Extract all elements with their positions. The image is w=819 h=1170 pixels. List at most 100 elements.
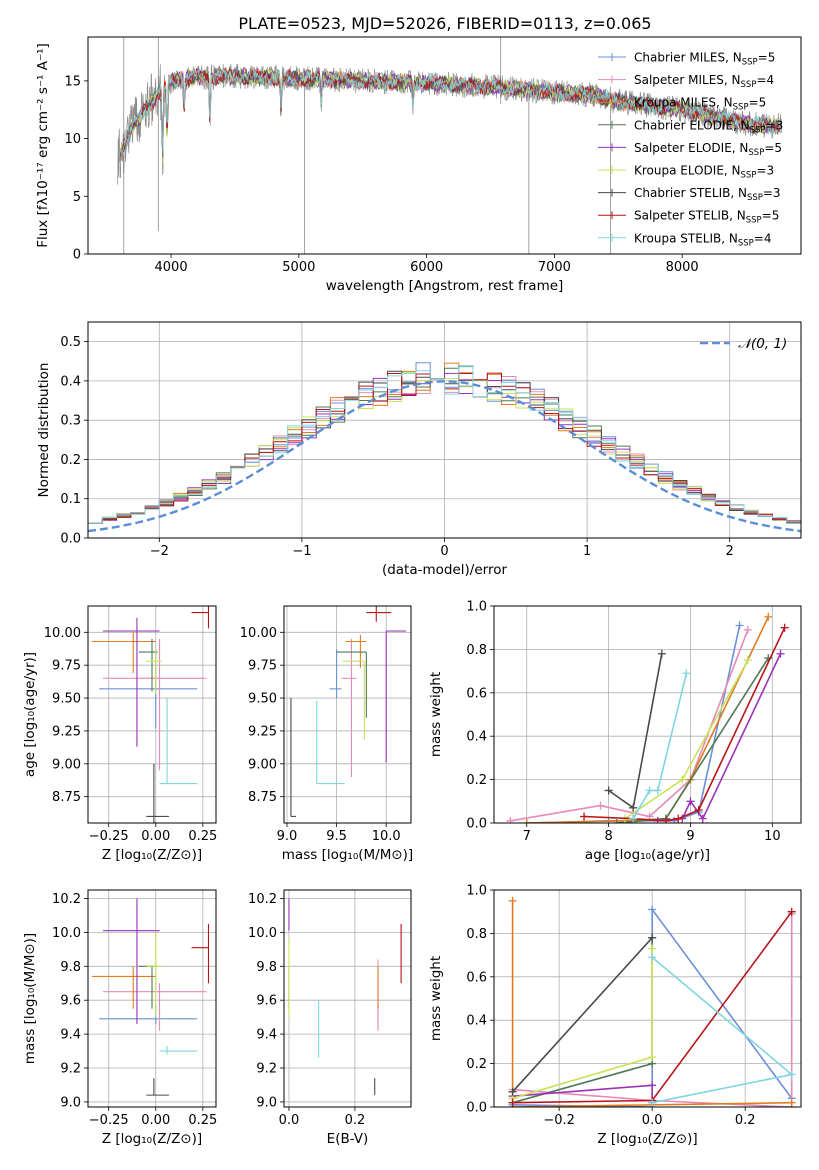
legend-label: Chabrier MILES, N (634, 51, 742, 65)
x-tick-label: 0.2 (345, 1113, 366, 1128)
legend-subscript: SSP (733, 103, 749, 113)
y-tick-label: 0.0 (60, 532, 81, 547)
series-point-kroupa_elodie (678, 775, 687, 784)
y-tick-label: 9.6 (60, 994, 81, 1009)
series-point-chabrier_stelib (629, 803, 638, 812)
legend-subscript: SSP (748, 148, 764, 158)
axes-frame (283, 889, 412, 1108)
legend-label: Salpeter MILES, N (634, 73, 741, 87)
legend-label: Kroupa MILES, N (634, 96, 733, 110)
panel-age_vs_Z: −0.25 0.00 0.25 8.75 9.00 9.25 9.50 9.75 10.00 Z … (22, 605, 217, 863)
series-point-chabrier_miles (670, 816, 679, 823)
series-point-salpeter_elodie (686, 797, 695, 806)
legend-value: =3 (756, 164, 774, 178)
y-axis-label: mass [log₁₀(M/M⊙)] (22, 933, 38, 1064)
y-tick-label: 9.50 (248, 692, 277, 707)
series-point-chabrier_elodie (612, 819, 621, 823)
y-tick-label: 9.75 (52, 659, 81, 674)
series-point-kroupa_stelib (629, 814, 638, 823)
x-tick-label: 0.00 (141, 829, 170, 844)
axes-frame (87, 36, 802, 255)
y-tick-label: 9.8 (60, 960, 81, 975)
series-point-chabrier_stelib (648, 933, 657, 942)
series-point-salpeter_stelib (508, 1098, 517, 1107)
plot-area (88, 362, 801, 533)
legend-subscript: SSP (750, 125, 766, 135)
x-tick-label: 8 (604, 829, 612, 844)
series-point-salpeter_miles (506, 816, 515, 823)
legend-subscript: SSP (741, 171, 757, 181)
legend-entry: Kroupa STELIB, NSSP=4 (634, 231, 772, 248)
y-tick-label: 10.00 (44, 626, 81, 641)
panel-mass_vs_ebv: 0.0 0.2 9.0 9.2 9.4 9.6 9.8 10.0 10.2 E(B-V) (248, 889, 412, 1147)
legend-value: =4 (754, 231, 772, 245)
x-axis-label: age [log₁₀(age/yr)] (585, 847, 710, 863)
y-axis-label: mass weight (428, 956, 444, 1041)
series-point-salpeter_stelib (661, 816, 670, 823)
y-tick-label: 0.6 (466, 686, 487, 701)
axes-frame (283, 605, 412, 824)
panel-residuals: −2 −1 0 1 2 0.0 0.1 0.2 0.3 0.4 0.5 (data-model)/er… (36, 321, 802, 578)
figure-title: PLATE=0523, MJD=52026, FIBERID=0113, z=0… (238, 14, 651, 33)
series-point-salpeter_miles (596, 801, 605, 810)
x-tick-label: −0.25 (89, 1113, 129, 1128)
x-tick-label: 2 (726, 544, 734, 559)
y-tick-label: 9.75 (248, 659, 277, 674)
legend-label: Salpeter STELIB, N (634, 209, 746, 223)
series-point-kroupa_elodie (648, 944, 657, 953)
series-point-kroupa_stelib (645, 786, 654, 795)
y-tick-label: 10.2 (248, 892, 277, 907)
histogram-salpeter_elodie (88, 372, 801, 524)
y-tick-label: 15 (64, 74, 81, 89)
x-tick-label: 7000 (538, 260, 571, 275)
y-tick-label: 9.0 (60, 1095, 81, 1110)
y-tick-label: 10.0 (52, 926, 81, 941)
y-tick-label: 0.2 (466, 1057, 487, 1072)
y-tick-label: 1.0 (466, 884, 487, 899)
y-tick-label: 0.4 (466, 1014, 487, 1029)
series-point-kroupa_stelib (682, 669, 691, 678)
plot-area (506, 612, 789, 823)
series-point-chabrier_stelib (604, 786, 613, 795)
series-point-kroupa_miles (522, 819, 531, 823)
y-tick-label: 5 (73, 190, 81, 205)
legend-entry: Salpeter ELODIE, NSSP=5 (634, 141, 782, 158)
x-tick-label: 5000 (282, 260, 315, 275)
legend-label: Kroupa STELIB, N (634, 231, 738, 245)
legend-value: =3 (763, 186, 781, 200)
y-tick-label: 8.75 (52, 790, 81, 805)
y-tick-label: 9.2 (256, 1062, 277, 1077)
y-tick-label: 0.8 (466, 927, 487, 942)
x-axis-label: (data-model)/error (382, 562, 508, 578)
plot-area (290, 606, 407, 817)
series-point-salpeter_stelib (787, 907, 796, 916)
x-axis-label: Z [log₁₀(Z/Z⊙)] (102, 1131, 202, 1147)
y-tick-label: 9.25 (248, 724, 277, 739)
x-tick-label: 0.00 (141, 1113, 170, 1128)
axes-frame (87, 321, 802, 539)
series-point-kroupa_stelib (787, 1070, 796, 1079)
legend-subscript: SSP (746, 216, 762, 226)
x-tick-label: 10.0 (372, 829, 401, 844)
y-tick-label: 0.5 (60, 335, 81, 350)
axes-frame (87, 889, 217, 1108)
x-axis-label: Z [log₁₀(Z/Z⊙)] (102, 847, 202, 863)
x-tick-label: 0.25 (188, 1113, 217, 1128)
legend-entry: Chabrier MILES, NSSP=5 (634, 51, 775, 68)
plot-area (91, 606, 210, 823)
gaussian-curve (88, 380, 801, 533)
x-tick-label: 9.0 (277, 829, 298, 844)
y-tick-label: 0.4 (466, 730, 487, 745)
series-point-chabrier_stelib (657, 649, 666, 658)
legend-value: =5 (749, 96, 767, 110)
legend-entry-gaussian: 𝒩(0, 1) (738, 336, 787, 352)
y-tick-label: 0.8 (466, 643, 487, 658)
legend-value: =5 (764, 141, 782, 155)
y-tick-label: 10.2 (52, 892, 81, 907)
y-axis-label: mass weight (428, 672, 444, 757)
axes-frame (87, 605, 217, 824)
series-point-salpeter_stelib (674, 814, 683, 823)
y-tick-label: 9.8 (256, 960, 277, 975)
